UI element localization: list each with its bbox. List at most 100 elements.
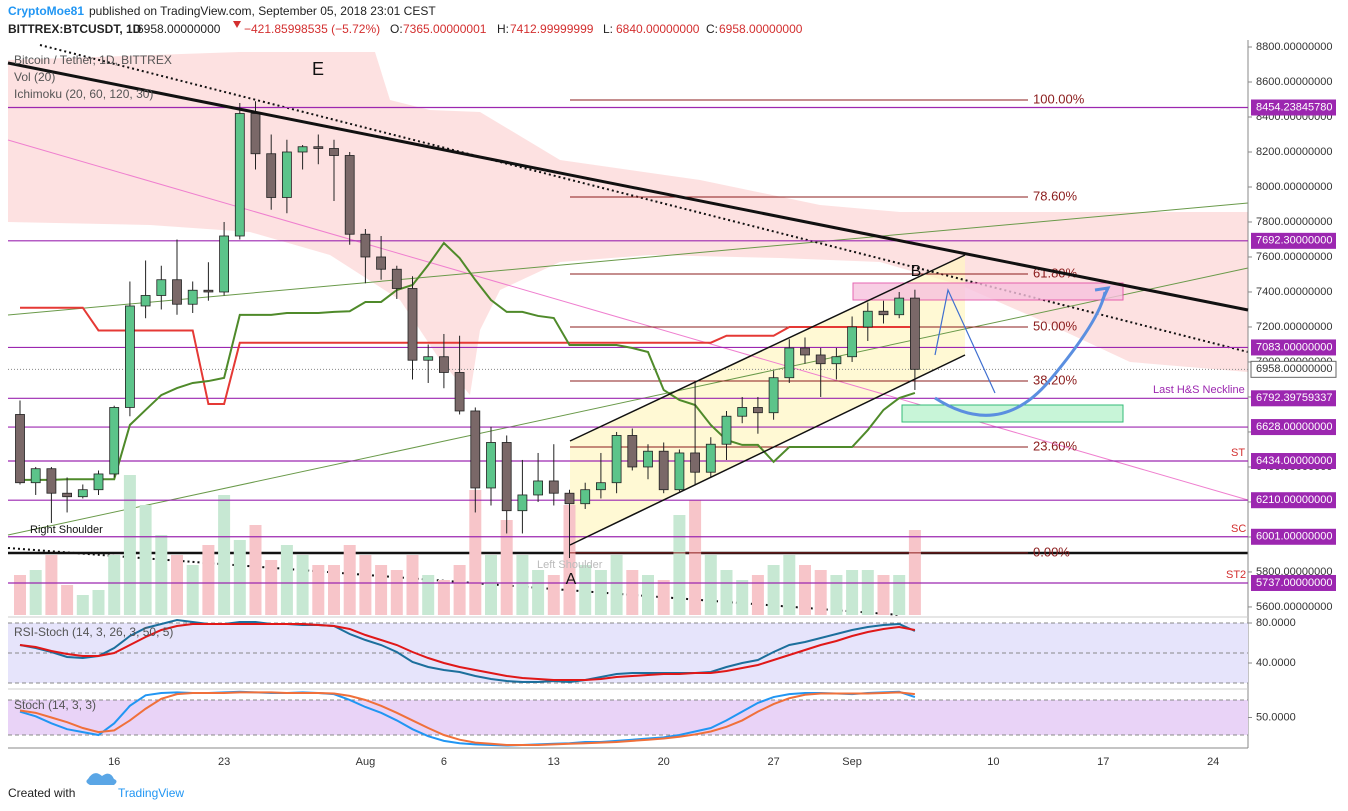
footer-brand[interactable]: TradingView bbox=[118, 786, 184, 800]
price-label-box bbox=[1251, 419, 1336, 436]
fib-label: 50.00% bbox=[1033, 318, 1078, 333]
annotation: B bbox=[911, 263, 922, 280]
annotation: Left Shoulder bbox=[537, 559, 603, 571]
volume-bar bbox=[861, 570, 874, 615]
indicator-label: Vol (20) bbox=[14, 70, 55, 84]
volume-bar bbox=[751, 575, 764, 615]
price-label: 8454.23845780 bbox=[1256, 101, 1332, 113]
volume-bar bbox=[547, 575, 560, 615]
volume-bar bbox=[673, 515, 686, 615]
trendline bbox=[7, 61, 1249, 312]
channel-line bbox=[569, 254, 966, 442]
volume-bar bbox=[893, 575, 906, 615]
pane-title: RSI-Stoch (14, 3, 26, 3, 50, 5) bbox=[14, 625, 173, 639]
volume-bar bbox=[375, 565, 388, 615]
y-tick-label: 50.0000 bbox=[1256, 711, 1296, 723]
projection-arrow bbox=[934, 288, 996, 394]
volume-bar bbox=[830, 575, 843, 615]
volume-bar bbox=[422, 575, 435, 615]
candle-body bbox=[658, 450, 669, 491]
ohlc-value: 6840.00000000 bbox=[616, 22, 700, 36]
candle-body bbox=[910, 297, 920, 370]
ichimoku-line bbox=[20, 306, 915, 405]
volume-bar bbox=[767, 565, 780, 615]
price-label-box bbox=[1251, 390, 1336, 407]
candle-body bbox=[847, 326, 857, 358]
candle-body bbox=[548, 480, 559, 494]
price-label: 7083.00000000 bbox=[1256, 341, 1332, 353]
volume-bar bbox=[312, 565, 325, 615]
candle-body bbox=[329, 148, 339, 156]
volume-bar bbox=[45, 555, 58, 615]
trendline bbox=[7, 547, 901, 616]
published: published on TradingView.com, September … bbox=[89, 4, 436, 18]
annotation: Right Shoulder bbox=[30, 524, 103, 536]
candle-body bbox=[30, 468, 41, 484]
candle-body bbox=[862, 310, 873, 328]
chart-title: Bitcoin / Tether, 1D, BITTREX bbox=[14, 53, 172, 67]
trendline bbox=[7, 267, 1249, 536]
x-tick-label: 27 bbox=[767, 756, 779, 768]
trendline bbox=[7, 202, 1249, 316]
volume-bar bbox=[280, 545, 293, 615]
ichimoku-line bbox=[20, 241, 916, 481]
oscillator-line bbox=[19, 691, 916, 746]
candle-body bbox=[815, 354, 826, 365]
candle-body bbox=[313, 146, 324, 149]
y-tick-label: 7600.00000000 bbox=[1256, 251, 1332, 263]
volume-bar bbox=[14, 575, 26, 615]
volume-bar bbox=[563, 505, 576, 615]
fib-label: 23.60% bbox=[1033, 438, 1078, 453]
volume-bar bbox=[76, 595, 89, 615]
pane-band bbox=[8, 699, 1248, 736]
candle-body bbox=[187, 289, 198, 305]
candle-body bbox=[611, 435, 622, 484]
projection-arrow bbox=[934, 291, 1107, 417]
price-label: 6628.00000000 bbox=[1256, 421, 1332, 433]
fib-label: 0.00% bbox=[1033, 544, 1070, 559]
candle-body bbox=[438, 356, 449, 373]
down-triangle bbox=[233, 21, 241, 28]
y-tick-label: 8200.00000000 bbox=[1256, 146, 1332, 158]
candle-body bbox=[501, 442, 512, 512]
price-label: 6210.00000000 bbox=[1256, 494, 1332, 506]
volume-bar bbox=[720, 570, 733, 615]
candle-body bbox=[250, 113, 261, 155]
candle-body bbox=[140, 295, 151, 307]
price-label-box bbox=[1250, 360, 1337, 378]
volume-bar bbox=[249, 525, 262, 615]
price-label: 6001.00000000 bbox=[1256, 531, 1332, 543]
candle-body bbox=[737, 407, 748, 417]
annotation: Last H&S Neckline bbox=[1153, 384, 1245, 396]
volume-bar bbox=[108, 555, 121, 615]
volume-bar bbox=[783, 555, 796, 615]
candle-body bbox=[266, 153, 277, 198]
fib-label: 100.00% bbox=[1033, 91, 1085, 106]
candle-body bbox=[690, 452, 700, 473]
volume-bar bbox=[61, 585, 74, 615]
fib-label: 38.20% bbox=[1033, 372, 1078, 387]
candle-body bbox=[470, 410, 481, 489]
volume-bar bbox=[296, 555, 309, 615]
y-tick-label: 8600.00000000 bbox=[1256, 76, 1332, 88]
volume-bar bbox=[139, 505, 152, 615]
volume-bar bbox=[579, 565, 592, 615]
volume-bar bbox=[92, 590, 105, 615]
arrow-head bbox=[1094, 286, 1111, 302]
drawings-top bbox=[7, 21, 1249, 785]
annotation: E bbox=[312, 59, 324, 79]
candle-body bbox=[768, 377, 779, 414]
volume-bar bbox=[814, 570, 827, 615]
x-tick-label: 24 bbox=[1207, 756, 1219, 768]
volume-bar bbox=[642, 575, 654, 615]
price-label-box bbox=[1251, 232, 1336, 249]
price-label: 6792.39759337 bbox=[1256, 392, 1332, 404]
candle-body bbox=[407, 288, 418, 361]
price-change: −421.85998535 (−5.72%) bbox=[244, 22, 380, 36]
indicator-label: Ichimoku (20, 60, 120, 30) bbox=[14, 87, 153, 101]
volume-bar bbox=[406, 555, 419, 615]
volume-bar bbox=[736, 580, 749, 615]
volume-bar bbox=[171, 555, 183, 615]
price-label-box bbox=[1251, 574, 1336, 591]
support-box bbox=[901, 404, 1124, 423]
